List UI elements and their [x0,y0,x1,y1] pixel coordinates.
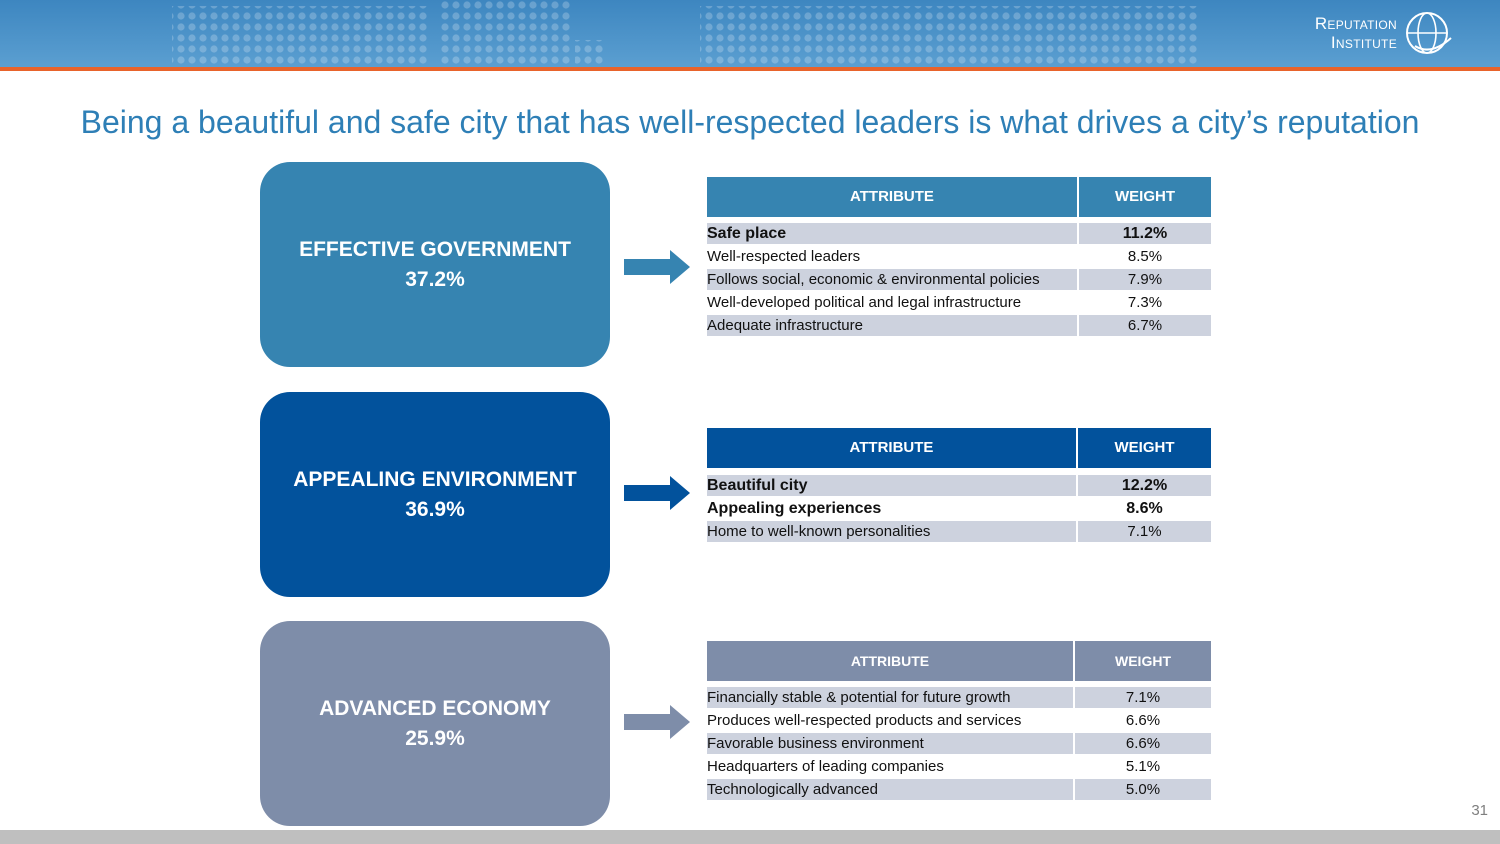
weight-cell: 8.6% [1126,500,1163,517]
weight-cell: 7.3% [1127,294,1163,311]
table-row: Home to well-known personalities 7.1% [707,520,1211,543]
weight-cell: 6.7% [1079,315,1211,336]
column-header-weight: WEIGHT [1078,428,1211,468]
driver-name: EFFECTIVE GOVERNMENT [299,237,571,261]
table-row: Safe place 11.2% [707,222,1211,245]
table-row: Produces well-respected products and ser… [707,709,1211,732]
slide-title: Being a beautiful and safe city that has… [80,104,1420,140]
attribute-cell: Follows social, economic & environmental… [707,269,1077,290]
attribute-cell: Produces well-respected products and ser… [707,712,1022,729]
globe-icon [1406,12,1452,54]
table-row: Well-developed political and legal infra… [707,291,1211,314]
table-row: Technologically advanced 5.0% [707,778,1211,801]
attribute-cell: Well-respected leaders [707,248,861,265]
attribute-table-appealing-environment: ATTRIBUTE WEIGHT Beautiful city 12.2% Ap… [707,428,1211,543]
driver-box-effective-government: EFFECTIVE GOVERNMENT 37.2% [260,162,610,367]
weight-cell: 6.6% [1075,733,1211,754]
weight-cell: 7.9% [1079,269,1211,290]
table-row: Follows social, economic & environmental… [707,268,1211,291]
column-header-weight: WEIGHT [1075,641,1211,681]
driver-weight: 37.2% [405,267,465,291]
attribute-cell: Adequate infrastructure [707,315,1077,336]
weight-cell: 12.2% [1078,475,1211,496]
table-row: Headquarters of leading companies 5.1% [707,755,1211,778]
driver-weight: 25.9% [405,726,465,750]
attribute-cell: Well-developed political and legal infra… [707,294,1022,311]
driver-name: APPEALING ENVIRONMENT [293,467,577,491]
page-number: 31 [1471,802,1488,819]
attribute-cell: Appealing experiences [707,500,882,517]
driver-name: ADVANCED ECONOMY [319,696,551,720]
weight-cell: 8.5% [1127,248,1163,265]
weight-cell: 5.1% [1125,758,1161,775]
attribute-cell: Headquarters of leading companies [707,758,944,775]
attribute-cell: Technologically advanced [707,779,1073,800]
table-header: ATTRIBUTE WEIGHT [707,428,1211,468]
attribute-cell: Home to well-known personalities [707,521,1076,542]
attribute-cell: Safe place [707,223,1077,244]
table-header: ATTRIBUTE WEIGHT [707,177,1211,217]
footer-bar [0,830,1500,844]
attribute-cell: Favorable business environment [707,733,1073,754]
table-row: Well-respected leaders 8.5% [707,245,1211,268]
logo-text-line1: Reputation [1314,14,1397,33]
table-row: Appealing experiences 8.6% [707,497,1211,520]
driver-box-advanced-economy: ADVANCED ECONOMY 25.9% [260,621,610,826]
weight-cell: 7.1% [1075,687,1211,708]
column-header-attribute: ATTRIBUTE [707,641,1073,681]
arrow-right-icon [624,705,690,739]
attribute-table-advanced-economy: ATTRIBUTE WEIGHT Financially stable & po… [707,641,1211,801]
weight-cell: 11.2% [1079,223,1211,244]
weight-cell: 7.1% [1078,521,1211,542]
column-header-weight: WEIGHT [1079,177,1211,217]
column-header-attribute: ATTRIBUTE [707,177,1077,217]
logo-text-line2: Institute [1330,33,1397,52]
weight-cell: 6.6% [1125,712,1161,729]
header-band: Reputation Institute [0,0,1500,67]
table-row: Adequate infrastructure 6.7% [707,314,1211,337]
arrow-right-icon [624,250,690,284]
attribute-cell: Beautiful city [707,475,1076,496]
column-header-attribute: ATTRIBUTE [707,428,1076,468]
header-accent-rule [0,67,1500,71]
table-row: Beautiful city 12.2% [707,474,1211,497]
weight-cell: 5.0% [1075,779,1211,800]
driver-box-appealing-environment: APPEALING ENVIRONMENT 36.9% [260,392,610,597]
world-map-dots [172,0,1200,67]
arrow-right-icon [624,476,690,510]
attribute-cell: Financially stable & potential for futur… [707,687,1073,708]
attribute-table-effective-government: ATTRIBUTE WEIGHT Safe place 11.2% Well-r… [707,177,1211,337]
reputation-institute-logo: Reputation Institute [1295,8,1460,58]
table-row: Financially stable & potential for futur… [707,686,1211,709]
driver-weight: 36.9% [405,497,465,521]
table-row: Favorable business environment 6.6% [707,732,1211,755]
table-header: ATTRIBUTE WEIGHT [707,641,1211,681]
